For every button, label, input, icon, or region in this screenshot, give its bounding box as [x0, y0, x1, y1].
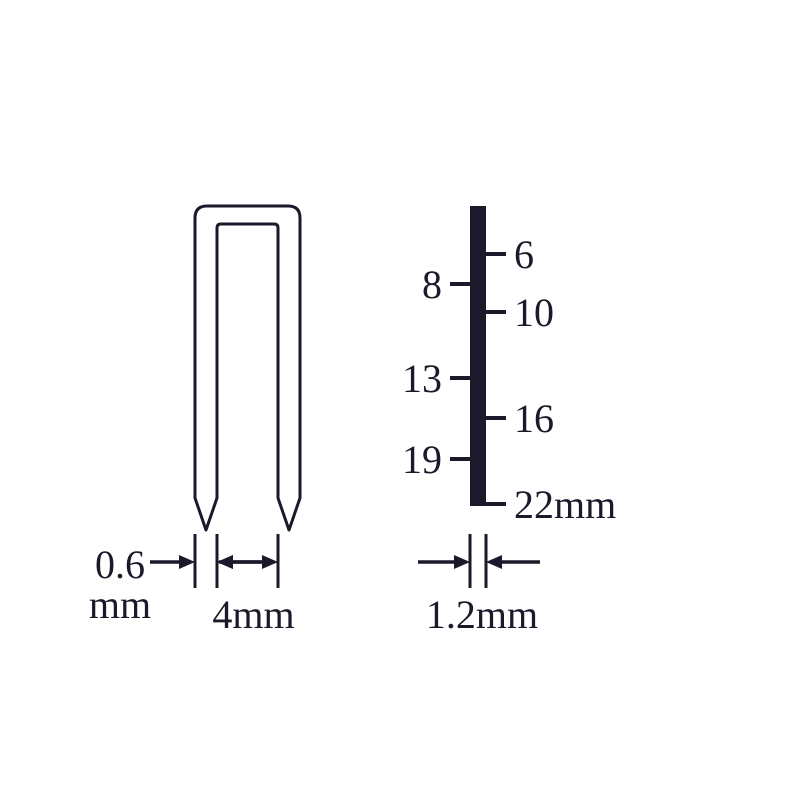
- staple-outline: [195, 206, 300, 530]
- length-scale-bar: [470, 206, 486, 506]
- label-wire-thickness-unit: mm: [89, 582, 151, 627]
- scale-label-right: 22mm: [514, 482, 616, 527]
- scale-label-right: 16: [514, 396, 554, 441]
- scale-label-right: 10: [514, 290, 554, 335]
- label-wire-thickness-value: 0.6: [95, 542, 145, 587]
- scale-label-left: 19: [402, 437, 442, 482]
- scale-label-left: 8: [422, 262, 442, 307]
- scale-label-right: 6: [514, 232, 534, 277]
- label-crown-width: 4mm: [212, 592, 294, 637]
- label-bar-thickness: 1.2mm: [426, 592, 538, 637]
- scale-label-left: 13: [402, 356, 442, 401]
